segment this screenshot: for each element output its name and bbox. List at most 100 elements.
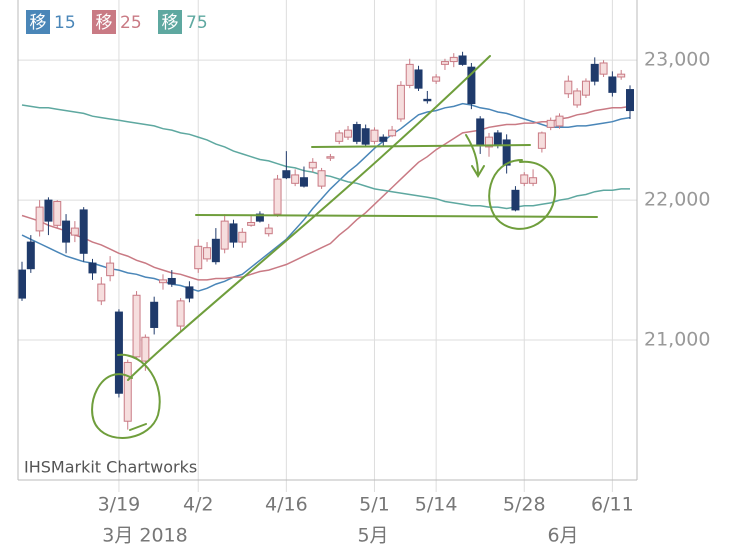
candle-body (308, 161, 317, 169)
candle-body (511, 189, 520, 211)
x-tick-label: 5/1 (359, 494, 390, 516)
candle-body (317, 170, 326, 187)
month-label: 6月 (547, 525, 578, 547)
candle-body (617, 73, 626, 78)
legend-label: 25 (120, 13, 142, 33)
x-tick-label: 6/11 (591, 494, 634, 516)
hand-annotations (91, 55, 598, 439)
candle-body (158, 279, 167, 284)
candle-body (88, 262, 97, 274)
moving-averages (21, 102, 631, 292)
candle-body (229, 223, 238, 243)
hand-circle (91, 353, 161, 439)
hand-circle (488, 159, 557, 230)
candle-body (379, 136, 388, 142)
candle-body (79, 209, 88, 254)
candle-body (18, 269, 26, 299)
candle-body (335, 132, 344, 142)
candle-body (581, 80, 590, 96)
candle-body (44, 199, 53, 222)
candle-body (247, 222, 256, 226)
candle-body (344, 129, 353, 138)
legend-label: 75 (186, 13, 208, 33)
month-label: 3月 2018 (102, 525, 187, 547)
candle-body (35, 206, 44, 232)
legend: 移 15 移 25 移 75 (26, 10, 208, 34)
candle-body (326, 156, 335, 159)
candle-body (502, 139, 511, 166)
hand-support-line (195, 214, 598, 218)
candle-body (264, 227, 273, 235)
candle-body (211, 238, 220, 263)
moving-average-line (21, 105, 631, 281)
month-label: 5月 (357, 525, 388, 547)
candle-body (238, 231, 247, 243)
legend-badge-text: 移 (162, 13, 179, 33)
candle-body (414, 69, 423, 89)
candle-body (590, 63, 599, 82)
x-tick-label: 4/16 (265, 494, 308, 516)
candle-body (467, 66, 476, 105)
candle-body (255, 213, 264, 222)
candle-body (432, 76, 441, 82)
candle-body (114, 311, 123, 394)
legend-badge (92, 10, 116, 34)
candle-body (185, 286, 194, 299)
moving-average-line (21, 102, 631, 292)
legend-label: 15 (54, 13, 76, 33)
x-tick-label: 4/2 (183, 494, 214, 516)
candle-body (485, 136, 494, 148)
hand-resistance-line (311, 144, 531, 148)
candle-body (299, 177, 308, 187)
candle-body (520, 174, 529, 184)
candle-body (388, 129, 397, 137)
legend-badge (158, 10, 182, 34)
candles (18, 51, 634, 430)
candle-body (97, 283, 106, 302)
candle-body (70, 227, 79, 236)
candle-body (440, 61, 449, 65)
x-tick-label: 5/14 (415, 494, 458, 516)
candle-body (423, 98, 432, 102)
candle-body (405, 63, 414, 86)
candle-body (449, 56, 458, 63)
legend-badge-text: 移 (30, 13, 47, 33)
legend-badge (26, 10, 50, 34)
candle-body (176, 300, 185, 327)
candle-body (564, 80, 573, 95)
candle-body (361, 128, 370, 145)
candle-body (573, 90, 582, 106)
candle-body (458, 55, 467, 65)
candle-body (599, 62, 608, 75)
candle-body (203, 247, 212, 260)
moving-average-line (21, 104, 630, 210)
candle-body (282, 170, 291, 179)
candle-body (53, 201, 62, 226)
candle-body (493, 132, 502, 145)
candle-body (370, 129, 379, 142)
x-tick-label: 3/19 (98, 494, 141, 516)
candle-body (626, 89, 634, 112)
y-tick-label: 22,000 (644, 189, 710, 211)
candle-body (150, 301, 159, 328)
candle-body (546, 119, 555, 128)
candle-body (132, 294, 141, 358)
hand-arrow (465, 134, 485, 178)
hand-trend-line (127, 55, 491, 381)
candle-body (291, 174, 300, 184)
x-tick-label: 5/28 (503, 494, 546, 516)
candle-body (220, 220, 229, 250)
watermark: IHSMarkit Chartworks (24, 458, 197, 477)
candle-body (352, 124, 361, 142)
candle-body (608, 76, 617, 93)
y-tick-label: 21,000 (644, 329, 710, 351)
candle-body (26, 241, 35, 270)
candle-body (476, 118, 485, 145)
candle-body (123, 361, 132, 422)
candle-body (537, 132, 546, 149)
candle-body (529, 177, 538, 184)
legend-badge-text: 移 (96, 13, 113, 33)
candle-body (167, 277, 176, 285)
candle-body (106, 262, 115, 277)
